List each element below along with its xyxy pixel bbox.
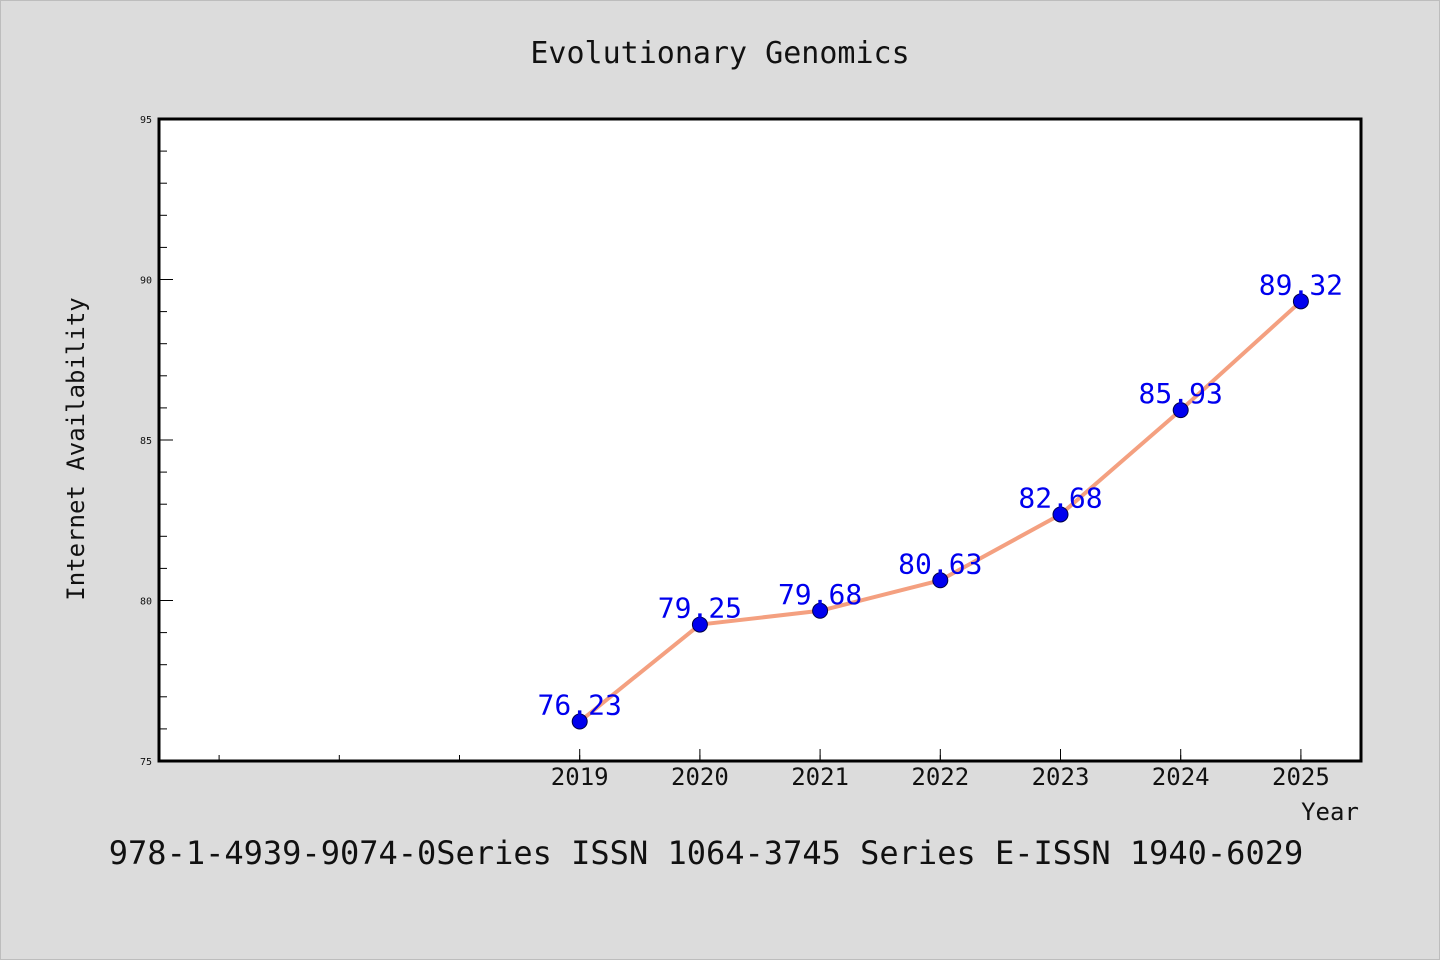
plot-area xyxy=(159,119,1361,761)
x-axis-label: Year xyxy=(1301,798,1359,826)
y-tick-label: 85 xyxy=(140,436,152,447)
x-tick-label: 2022 xyxy=(911,763,969,791)
x-tick-label: 2020 xyxy=(671,763,729,791)
data-label: 80.63 xyxy=(898,547,982,580)
data-label: 85.93 xyxy=(1139,377,1223,410)
data-point xyxy=(1172,402,1189,419)
data-point xyxy=(932,572,949,589)
y-tick-label: 95 xyxy=(140,115,152,126)
data-point xyxy=(691,616,708,633)
data-label: 82.68 xyxy=(1018,481,1102,514)
data-point xyxy=(571,713,588,730)
data-labels: 76.23 79.25 79.68 80.63 82.68 85.93 89.32 xyxy=(538,268,1343,721)
series-markers xyxy=(571,293,1309,730)
x-tick-label: 2025 xyxy=(1272,763,1330,791)
x-tick-label: 2021 xyxy=(791,763,849,791)
data-label: 76.23 xyxy=(538,689,622,722)
x-tick-label: 2024 xyxy=(1152,763,1210,791)
y-tick-label: 75 xyxy=(140,757,152,768)
data-label: 79.68 xyxy=(778,578,862,611)
chart-title: Evolutionary Genomics xyxy=(530,36,909,71)
x-tick-label: 2023 xyxy=(1032,763,1090,791)
x-tick-label: 2019 xyxy=(551,763,609,791)
y-tick-label: 90 xyxy=(140,276,152,287)
y-tick-label: 80 xyxy=(140,597,152,608)
plot-frame xyxy=(157,117,1363,763)
data-label: 79.25 xyxy=(658,592,742,625)
x-axis-ticks: 2019 2020 2021 2022 2023 2024 2025 xyxy=(551,749,1330,791)
data-point xyxy=(1292,293,1309,310)
y-axis-label: Internet Availability xyxy=(62,297,90,600)
data-point xyxy=(1052,506,1069,523)
footer-isbn-issn: 978-1-4939-9074-0Series ISSN 1064-3745 S… xyxy=(109,834,1303,872)
data-point xyxy=(812,602,829,619)
data-label: 89.32 xyxy=(1259,268,1343,301)
